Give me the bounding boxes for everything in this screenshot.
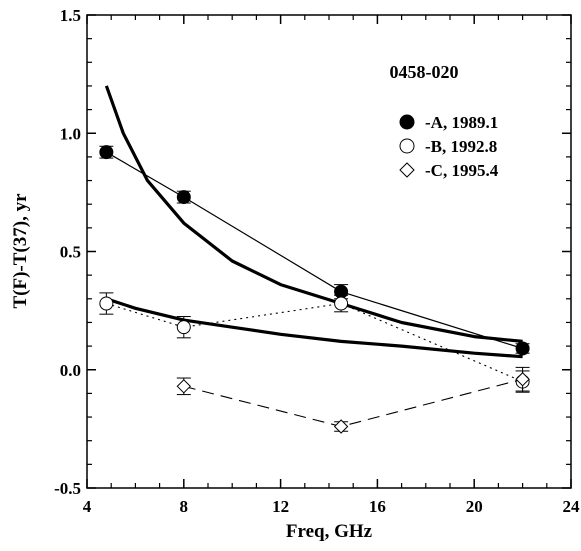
data-point — [515, 341, 530, 356]
x-tick-label: 12 — [272, 497, 289, 516]
x-tick-label: 16 — [369, 497, 386, 516]
axis-ticks: 4 8 12 16 20 24 -0.5 0.0 0.5 1.0 1.5 — [54, 6, 580, 516]
legend-symbol — [399, 138, 415, 154]
x-tick-label: 8 — [180, 497, 189, 516]
data-point — [99, 145, 114, 160]
series-line — [183, 378, 523, 428]
data-point — [515, 372, 530, 387]
chart-title: 0458-020 — [390, 62, 459, 82]
legend-item: -C, 1995.4 — [399, 161, 499, 180]
fit-curve-2 — [105, 297, 523, 359]
y-tick-label: -0.5 — [54, 479, 81, 498]
data-series — [99, 145, 530, 434]
data-point — [99, 296, 114, 311]
series-2 — [99, 292, 530, 393]
y-tick-label: 1.5 — [60, 6, 81, 25]
y-tick-label: 0.5 — [60, 243, 81, 262]
x-tick-label: 24 — [563, 497, 581, 516]
legend-symbol — [399, 114, 415, 130]
legend: -A, 1989.1 -B, 1992.8 -C, 1995.4 — [399, 113, 499, 180]
legend-symbol — [399, 162, 415, 178]
y-tick-label: 0.0 — [60, 361, 81, 380]
legend-item: -B, 1992.8 — [399, 137, 497, 156]
y-axis-title: T(F)-T(37), yr — [10, 193, 31, 309]
y-tick-label: 1.0 — [60, 124, 81, 143]
plot-frame — [86, 14, 572, 489]
x-tick-label: 4 — [83, 497, 92, 516]
series-3 — [176, 366, 530, 434]
x-axis-title: Freq, GHz — [286, 521, 373, 542]
fit-curve-1 — [104, 85, 523, 343]
legend-label: -B, 1992.8 — [425, 137, 497, 156]
data-point — [333, 419, 349, 434]
legend-label: -A, 1989.1 — [425, 113, 498, 132]
legend-item: -A, 1989.1 — [399, 113, 498, 132]
series-line — [106, 151, 523, 350]
fit-curves — [104, 85, 523, 359]
x-tick-label: 20 — [466, 497, 483, 516]
data-point — [176, 379, 192, 394]
data-point — [176, 320, 191, 335]
data-point — [334, 296, 349, 311]
data-point — [176, 190, 191, 205]
legend-label: -C, 1995.4 — [425, 161, 499, 180]
